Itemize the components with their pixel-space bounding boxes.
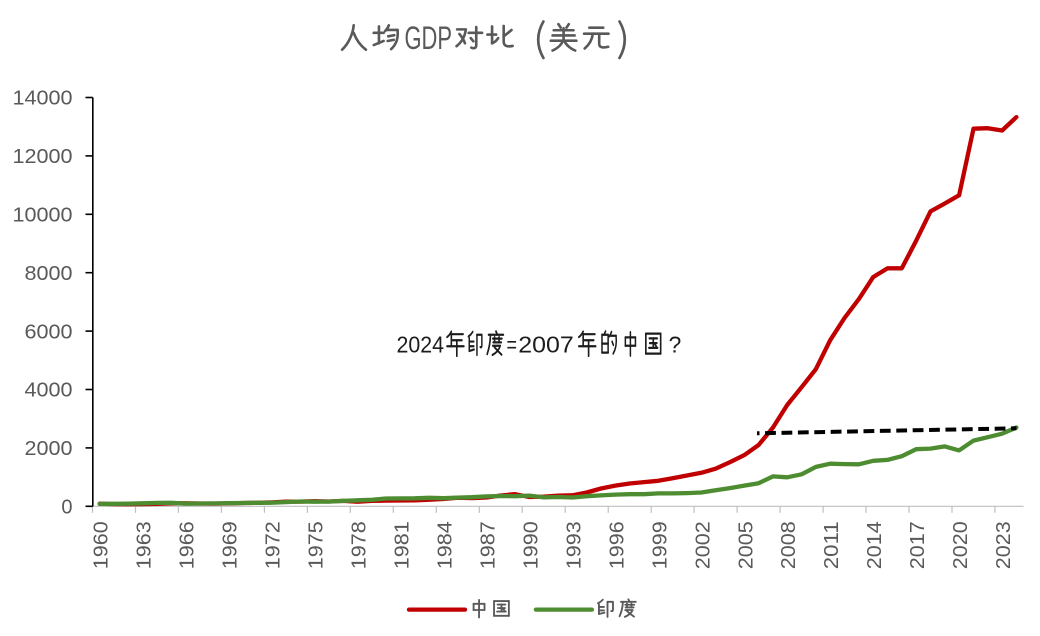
svg-text:1960: 1960 (91, 521, 113, 569)
svg-text:2011: 2011 (821, 521, 843, 569)
svg-text:2008: 2008 (778, 521, 800, 569)
svg-text:1972: 1972 (263, 521, 285, 569)
svg-text:2014: 2014 (864, 521, 886, 569)
svg-text:2007: 2007 (518, 332, 574, 358)
svg-text:1963: 1963 (134, 521, 156, 569)
svg-text:1966: 1966 (177, 521, 199, 569)
svg-text:=: = (507, 332, 518, 358)
svg-text:1987: 1987 (477, 521, 499, 569)
svg-text:1981: 1981 (392, 521, 414, 569)
svg-text:1993: 1993 (563, 521, 585, 569)
svg-text:1975: 1975 (306, 521, 328, 569)
svg-text:1984: 1984 (435, 521, 457, 569)
svg-text:12000: 12000 (13, 146, 73, 168)
svg-text:0: 0 (61, 497, 72, 519)
svg-text:2020: 2020 (950, 521, 972, 569)
svg-text:1978: 1978 (349, 521, 371, 569)
svg-text:2005: 2005 (735, 521, 757, 569)
svg-text:?: ? (669, 332, 682, 358)
svg-text:2024: 2024 (397, 332, 445, 358)
svg-text:14000: 14000 (13, 88, 73, 110)
svg-text:2002: 2002 (692, 521, 714, 569)
svg-text:1990: 1990 (520, 521, 542, 569)
svg-text:2017: 2017 (907, 521, 929, 569)
svg-text:GDP: GDP (405, 20, 453, 56)
svg-text:8000: 8000 (25, 263, 73, 285)
svg-text:1969: 1969 (220, 521, 242, 569)
svg-text:2023: 2023 (993, 521, 1015, 569)
svg-text:4000: 4000 (25, 380, 73, 402)
svg-text:10000: 10000 (13, 205, 73, 227)
svg-text:1996: 1996 (606, 521, 628, 569)
svg-text:6000: 6000 (25, 321, 73, 343)
svg-text:2000: 2000 (25, 438, 73, 460)
svg-text:1999: 1999 (649, 521, 671, 569)
